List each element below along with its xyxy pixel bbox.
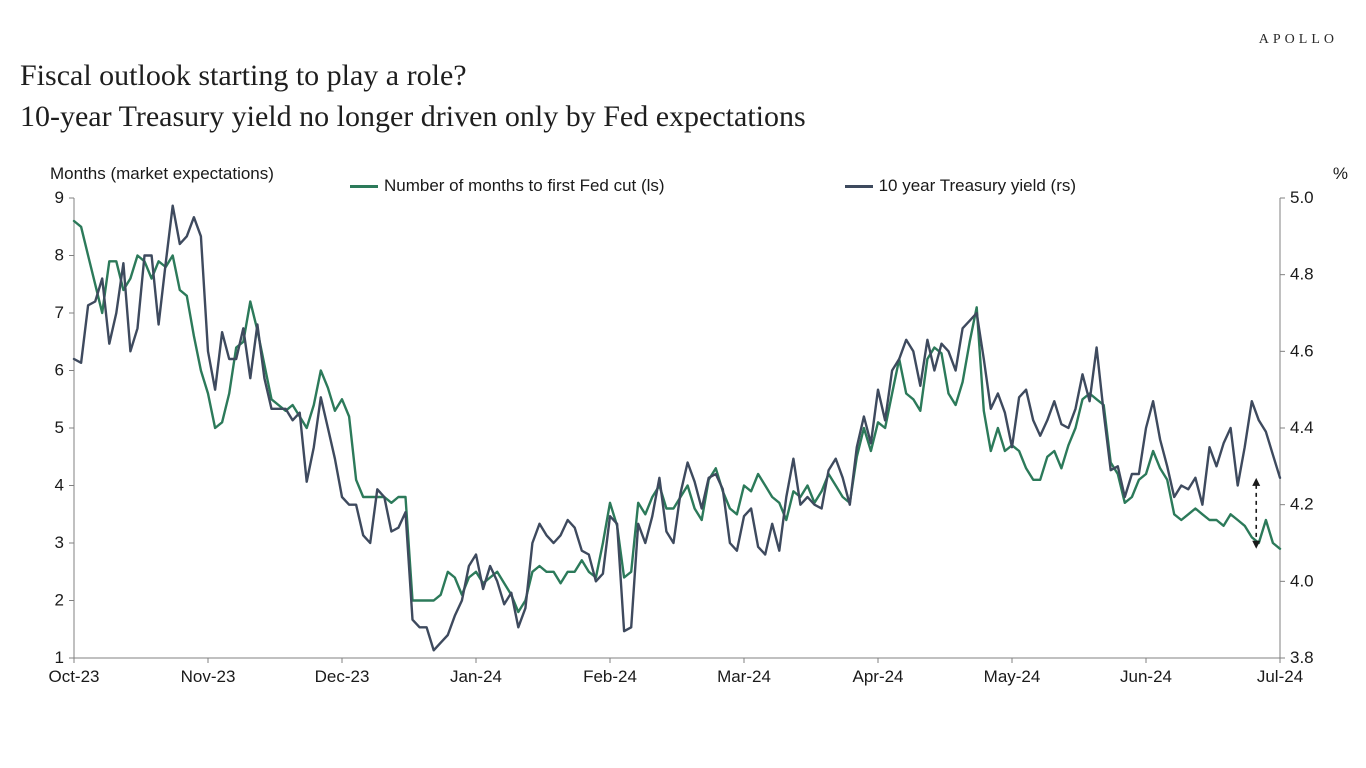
svg-text:Mar-24: Mar-24 <box>717 667 771 686</box>
brand-logo: APOLLO <box>1259 32 1338 48</box>
svg-text:Nov-23: Nov-23 <box>181 667 236 686</box>
page-root: APOLLO Fiscal outlook starting to play a… <box>0 0 1366 768</box>
svg-text:2: 2 <box>55 591 64 610</box>
chart-title: Fiscal outlook starting to play a role? … <box>20 56 806 137</box>
title-line-2: 10-year Treasury yield no longer driven … <box>20 100 806 133</box>
chart-svg: 1 2 3 4 5 6 7 8 9 3.8 4.0 4.2 4.4 4.6 4.8 5.0 Oct-23 Nov-… <box>42 174 1324 694</box>
svg-text:4: 4 <box>55 476 64 495</box>
svg-text:Jan-24: Jan-24 <box>450 667 502 686</box>
svg-text:Dec-23: Dec-23 <box>315 667 370 686</box>
svg-text:9: 9 <box>55 188 64 207</box>
svg-text:6: 6 <box>55 361 64 380</box>
svg-text:4.6: 4.6 <box>1290 341 1314 360</box>
svg-text:May-24: May-24 <box>984 667 1041 686</box>
svg-text:5: 5 <box>55 418 64 437</box>
svg-text:3: 3 <box>55 533 64 552</box>
svg-text:Apr-24: Apr-24 <box>852 667 903 686</box>
svg-text:Jun-24: Jun-24 <box>1120 667 1172 686</box>
svg-text:Jul-24: Jul-24 <box>1257 667 1303 686</box>
svg-text:1: 1 <box>55 648 64 667</box>
svg-text:3.8: 3.8 <box>1290 648 1314 667</box>
svg-text:4.8: 4.8 <box>1290 265 1314 284</box>
y-axis-right-label: % <box>1333 164 1348 184</box>
svg-text:8: 8 <box>55 246 64 265</box>
svg-text:Oct-23: Oct-23 <box>48 667 99 686</box>
svg-text:4.4: 4.4 <box>1290 418 1314 437</box>
svg-text:5.0: 5.0 <box>1290 188 1314 207</box>
svg-text:4.0: 4.0 <box>1290 571 1314 590</box>
chart-area: 1 2 3 4 5 6 7 8 9 3.8 4.0 4.2 4.4 4.6 4.8 5.0 Oct-23 Nov-… <box>42 174 1324 694</box>
svg-text:4.2: 4.2 <box>1290 495 1314 514</box>
svg-text:Feb-24: Feb-24 <box>583 667 637 686</box>
svg-text:7: 7 <box>55 303 64 322</box>
title-line-1: Fiscal outlook starting to play a role? <box>20 59 467 92</box>
